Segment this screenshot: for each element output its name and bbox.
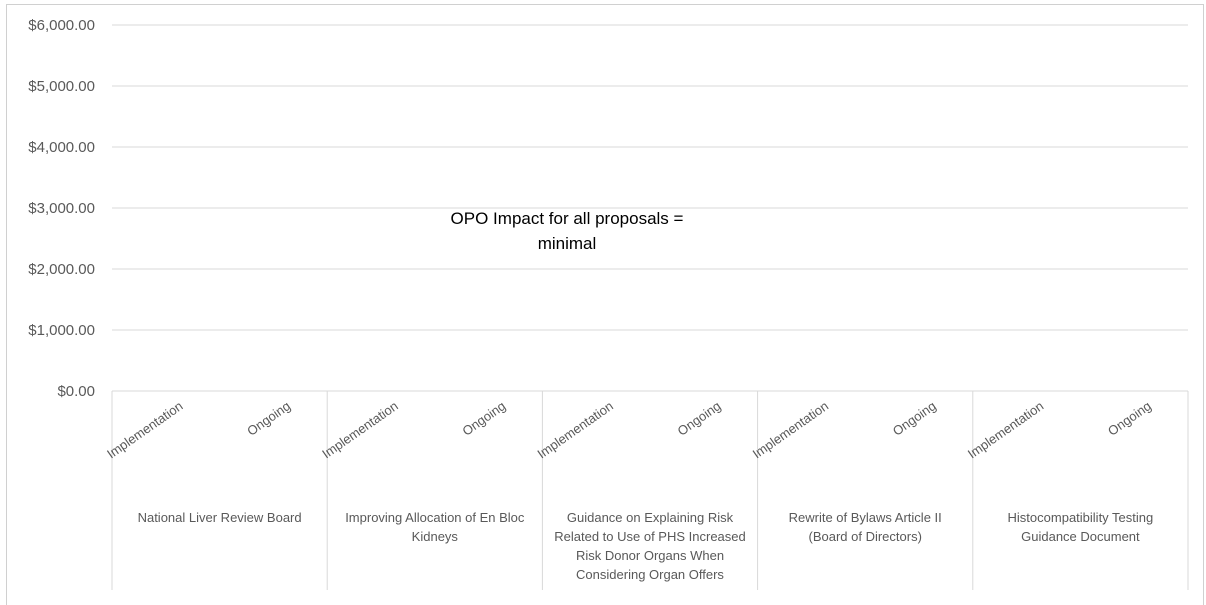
subcategory-tick-label: Implementation — [965, 398, 1046, 461]
group-label: Guidance Document — [1021, 529, 1140, 544]
subcategory-tick-label: Ongoing — [459, 398, 508, 438]
subcategory-tick-label: Implementation — [104, 398, 185, 461]
subcategory-tick-label: Implementation — [750, 398, 831, 461]
subcategory-tick-label: Implementation — [319, 398, 400, 461]
group-label: Kidneys — [412, 529, 459, 544]
subcategory-tick-label: Ongoing — [1105, 398, 1154, 438]
group-label: Related to Use of PHS Increased — [554, 529, 746, 544]
chart-annotation: minimal — [538, 234, 597, 253]
y-tick-label: $5,000.00 — [28, 78, 95, 95]
y-tick-label: $1,000.00 — [28, 322, 95, 339]
y-tick-label: $0.00 — [57, 383, 95, 400]
subcategory-tick-label: Ongoing — [675, 398, 724, 438]
chart-frame — [6, 4, 1204, 605]
group-label: Risk Donor Organs When — [576, 548, 724, 563]
chart-annotation: OPO Impact for all proposals = — [451, 209, 684, 228]
group-label: (Board of Directors) — [808, 529, 921, 544]
y-tick-label: $4,000.00 — [28, 139, 95, 156]
subcategory-tick-label: Ongoing — [244, 398, 293, 438]
group-label: Guidance on Explaining Risk — [567, 510, 734, 525]
y-tick-label: $6,000.00 — [28, 17, 95, 34]
group-label: Considering Organ Offers — [576, 567, 724, 582]
group-label: National Liver Review Board — [138, 510, 302, 525]
y-tick-label: $3,000.00 — [28, 200, 95, 217]
group-label: Rewrite of Bylaws Article II — [789, 510, 942, 525]
group-label: Histocompatibility Testing — [1008, 510, 1154, 525]
group-label: Improving Allocation of En Bloc — [345, 510, 525, 525]
subcategory-tick-label: Ongoing — [890, 398, 939, 438]
subcategory-tick-label: Implementation — [535, 398, 616, 461]
y-tick-label: $2,000.00 — [28, 261, 95, 278]
